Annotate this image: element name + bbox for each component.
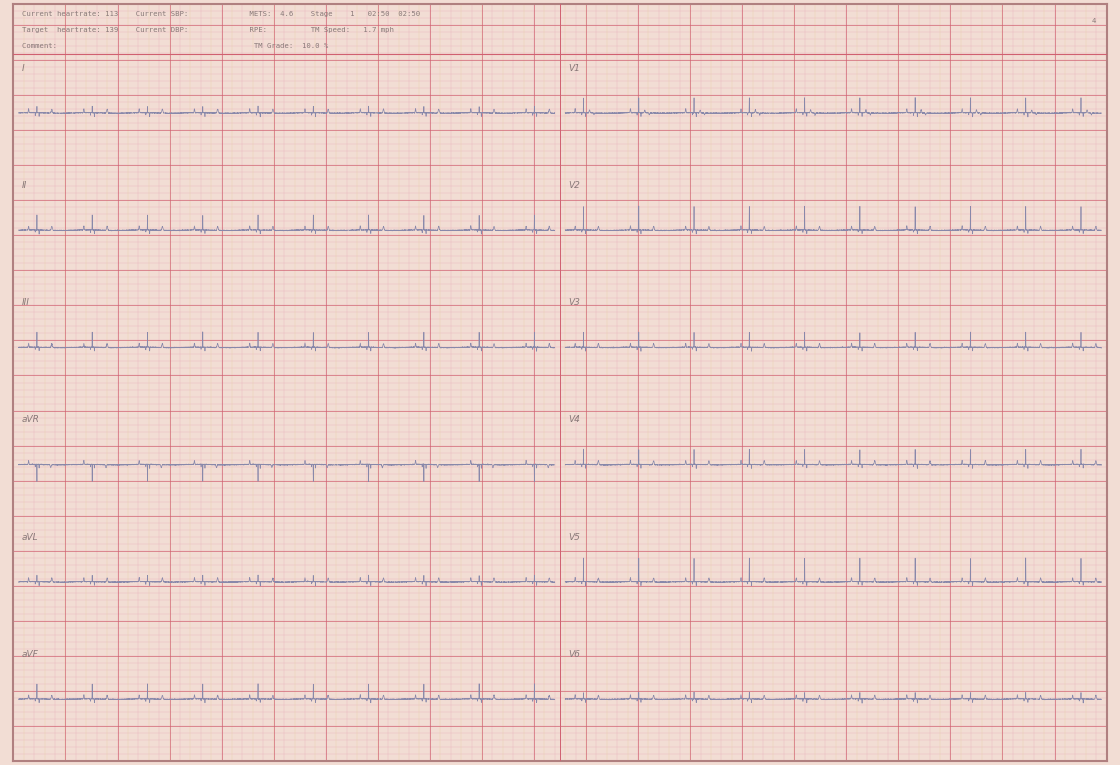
Text: Target  heartrate: 139    Current DBP:              RPE:          TM Speed:   1.: Target heartrate: 139 Current DBP: RPE: … <box>21 28 393 34</box>
Text: aVR: aVR <box>21 415 39 425</box>
Text: V3: V3 <box>568 298 580 308</box>
Text: Current heartrate: 113    Current SBP:              METS:  4.6    Stage    1   0: Current heartrate: 113 Current SBP: METS… <box>21 11 420 18</box>
Text: V6: V6 <box>568 649 580 659</box>
Text: V5: V5 <box>568 532 580 542</box>
Text: V2: V2 <box>568 181 580 190</box>
Text: V4: V4 <box>568 415 580 425</box>
Text: II: II <box>21 181 27 190</box>
Text: III: III <box>21 298 29 308</box>
Text: aVL: aVL <box>21 532 38 542</box>
Text: aVF: aVF <box>21 649 38 659</box>
Text: V1: V1 <box>568 63 580 73</box>
Text: Comment:                                             TM Grade:  10.0 %: Comment: TM Grade: 10.0 % <box>21 43 328 49</box>
Text: I: I <box>21 63 25 73</box>
Text: 4: 4 <box>1092 18 1096 24</box>
